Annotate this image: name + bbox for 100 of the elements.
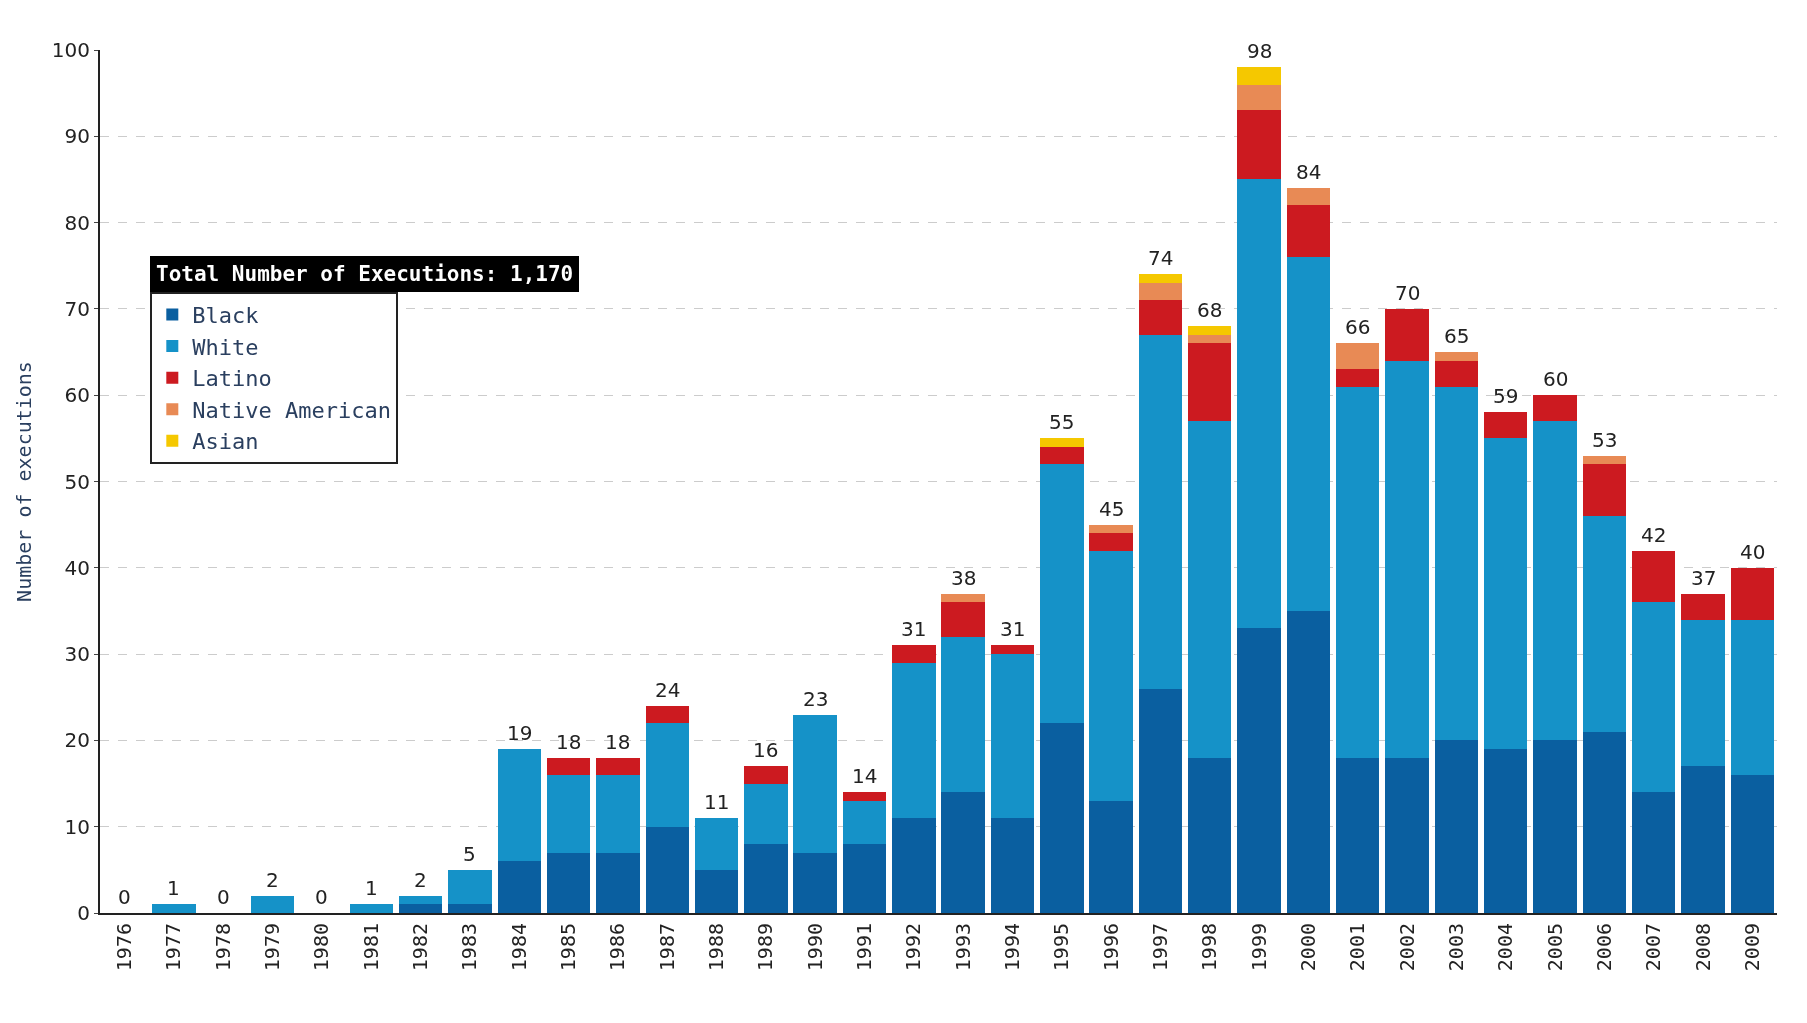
- total-label: 23: [803, 687, 829, 711]
- total-label: 0: [217, 885, 230, 909]
- bar: [1188, 334, 1232, 344]
- bar: [645, 826, 689, 913]
- bar: [1138, 688, 1183, 913]
- bar: [694, 818, 739, 870]
- bar: [1237, 628, 1281, 913]
- total-label: 1: [365, 876, 378, 900]
- bar: [1336, 369, 1380, 387]
- bar: [1138, 274, 1183, 284]
- bar: [1631, 550, 1676, 603]
- bar: [1040, 438, 1084, 447]
- y-tick-label: 0: [77, 901, 90, 925]
- bar: [990, 645, 1035, 655]
- bar: [1730, 774, 1775, 913]
- x-tick-label: 1998: [1197, 923, 1222, 972]
- total-label: 68: [1197, 298, 1223, 322]
- y-tick-label: 70: [64, 296, 90, 321]
- bar: [941, 792, 985, 913]
- x-tick-label: 1985: [556, 923, 581, 972]
- y-tick-label: 100: [51, 38, 90, 62]
- x-tick-label: 2007: [1641, 923, 1666, 972]
- total-label: 11: [704, 790, 730, 814]
- x-tick-label: 2001: [1345, 923, 1370, 972]
- legend-label: White: [192, 334, 259, 360]
- bar: [990, 818, 1035, 913]
- x-tick-label: 1992: [901, 923, 926, 972]
- bar: [1582, 455, 1627, 465]
- bar: [1040, 464, 1084, 724]
- bar: [1434, 352, 1479, 361]
- bar: [1434, 360, 1479, 387]
- bar: [1434, 386, 1479, 741]
- bar: [1089, 533, 1133, 551]
- bar: [398, 904, 443, 913]
- bar: [1336, 757, 1380, 913]
- legend-label: Latino: [192, 366, 272, 392]
- bar: [1286, 610, 1331, 913]
- x-tick-label: 2006: [1591, 923, 1616, 972]
- legend-label: Native American: [192, 397, 391, 423]
- bar: [1040, 446, 1084, 465]
- total-label: 84: [1296, 160, 1322, 184]
- x-tick-label: 1987: [654, 923, 679, 972]
- x-tick-label: 1999: [1246, 923, 1271, 972]
- total-label: 42: [1641, 523, 1667, 547]
- legend-label: Asian: [192, 429, 259, 455]
- bar: [1484, 438, 1528, 750]
- bar: [448, 904, 492, 913]
- y-tick-label: 30: [64, 642, 90, 667]
- bar: [1434, 740, 1479, 913]
- bar: [497, 749, 541, 862]
- bar: [645, 723, 689, 827]
- bar: [1089, 550, 1133, 801]
- total-label: 45: [1099, 497, 1125, 521]
- bar: [1582, 731, 1627, 913]
- legend-title: Total Number of Executions: 1,170: [156, 262, 574, 286]
- total-label: 53: [1592, 428, 1618, 452]
- x-tick-label: 2005: [1542, 923, 1567, 972]
- x-tick-label: 1988: [704, 923, 729, 972]
- bar: [694, 869, 739, 913]
- bar: [1237, 110, 1281, 180]
- total-label: 66: [1345, 315, 1371, 339]
- total-label: 60: [1543, 367, 1569, 391]
- bar: [1286, 257, 1331, 611]
- x-tick-label: 1978: [210, 923, 235, 972]
- bar: [744, 783, 788, 844]
- bar: [990, 654, 1035, 819]
- legend-label: Black: [192, 303, 259, 329]
- bar: [349, 904, 393, 913]
- x-tick-label: 2008: [1690, 923, 1715, 972]
- total-label: 14: [852, 764, 878, 788]
- y-tick-label: 90: [64, 124, 90, 149]
- bar: [1385, 308, 1429, 361]
- bar: [1237, 179, 1281, 629]
- bar: [398, 895, 443, 905]
- bar: [842, 800, 887, 844]
- x-tick-label: 1986: [605, 923, 630, 972]
- bar: [1730, 619, 1775, 775]
- bar: [1040, 723, 1084, 913]
- total-label: 16: [753, 738, 779, 762]
- bar: [152, 904, 196, 913]
- x-tick-label: 2009: [1739, 923, 1764, 972]
- total-label: 18: [556, 730, 582, 754]
- bar: [1533, 740, 1577, 913]
- y-tick-label: 10: [64, 814, 90, 839]
- bar: [1188, 421, 1232, 758]
- bar: [793, 852, 837, 913]
- bar: [1681, 619, 1725, 767]
- total-label: 37: [1691, 566, 1717, 590]
- bar: [892, 662, 936, 819]
- total-label: 24: [655, 678, 681, 702]
- total-label: 19: [507, 721, 533, 745]
- x-tick-label: 1979: [260, 923, 285, 972]
- bar: [1286, 205, 1331, 258]
- bar: [1631, 602, 1676, 793]
- bar: [1286, 188, 1331, 206]
- x-tick-label: 2004: [1493, 923, 1518, 972]
- total-label: 2: [414, 868, 427, 892]
- bar: [1582, 516, 1627, 732]
- x-tick-label: 1997: [1147, 923, 1172, 972]
- bar: [1385, 360, 1429, 758]
